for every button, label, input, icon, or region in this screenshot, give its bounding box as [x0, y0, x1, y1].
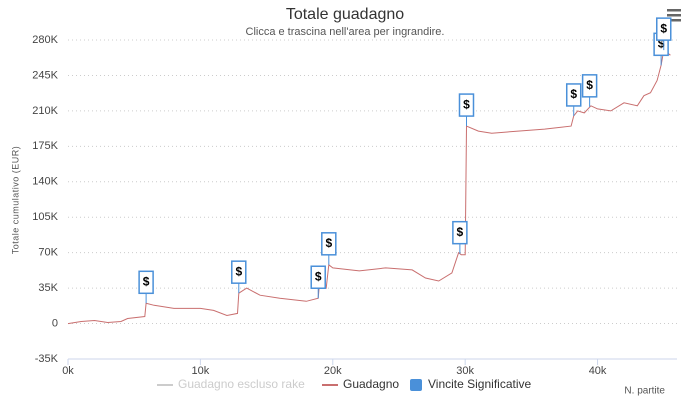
y-tick-label: 175K [32, 140, 58, 152]
y-tick-label: 70K [38, 247, 58, 259]
y-tick-label: 105K [32, 211, 58, 223]
flag-label: $ [660, 21, 667, 35]
x-tick-label: 0k [62, 365, 74, 377]
legend-label[interactable]: Vincite Significative [428, 377, 531, 391]
legend-label[interactable]: Guadagno escluso rake [178, 377, 305, 391]
y-tick-label: 210K [32, 105, 58, 117]
chart-subtitle: Clicca e trascina nell'area per ingrandi… [246, 26, 445, 38]
y-axis-title: Totale cumulativo (EUR) [10, 146, 20, 255]
x-tick-label: 40k [589, 365, 607, 377]
flag-label: $ [143, 274, 150, 288]
y-tick-label: 0 [52, 317, 58, 329]
y-tick-label: 280K [32, 34, 58, 46]
flag-label: $ [658, 36, 665, 50]
x-axis-title: N. partite [624, 386, 665, 397]
flag [656, 17, 672, 41]
flag [321, 232, 337, 256]
y-tick-label: 35K [38, 282, 58, 294]
y-tick-label: 140K [32, 176, 58, 188]
flag [231, 260, 247, 284]
x-tick-label: 20k [324, 365, 342, 377]
flag-label: $ [463, 97, 470, 111]
flag [310, 265, 326, 289]
x-tick-label: 10k [192, 365, 210, 377]
line [67, 49, 671, 325]
flag-label: $ [570, 87, 577, 101]
legend-symbol [410, 379, 422, 391]
y-tick-label: -35K [35, 353, 59, 365]
flag [452, 220, 468, 245]
flag-label: $ [315, 269, 322, 283]
x-tick-label: 30k [456, 365, 474, 377]
flag-label: $ [586, 78, 593, 92]
flag-label: $ [457, 225, 464, 239]
flag-label: $ [235, 264, 242, 278]
flag [565, 83, 582, 107]
menu-button[interactable] [667, 9, 681, 22]
flag [138, 270, 154, 295]
flag [458, 93, 475, 117]
flag [581, 74, 598, 98]
flag-label: $ [325, 236, 332, 250]
legend-label[interactable]: Guadagno [343, 377, 399, 391]
chart-title: Totale guadagno [286, 6, 404, 23]
y-tick-label: 245K [32, 69, 58, 81]
